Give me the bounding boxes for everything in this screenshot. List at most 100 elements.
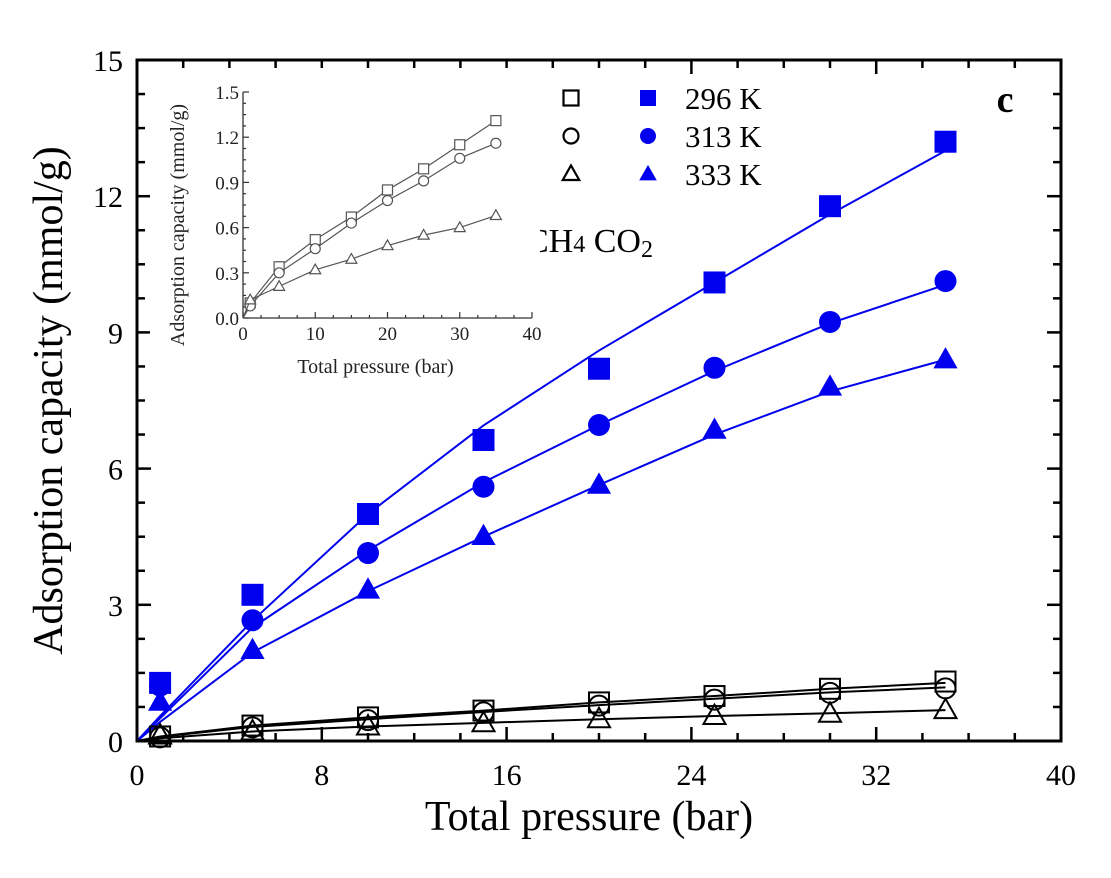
data-point (701, 702, 728, 726)
y-tick-label: 12 (93, 181, 123, 214)
data-point (147, 722, 173, 745)
inset-data-point (381, 194, 394, 207)
data-point (932, 696, 959, 720)
inset-data-point (272, 279, 286, 291)
series-co2-313k (136, 270, 957, 742)
legend-background (528, 80, 698, 196)
panel-label: c (997, 79, 1014, 121)
data-point (241, 609, 264, 632)
inset-y-tick-label: 0.3 (215, 264, 239, 285)
x-tick-label: 8 (314, 759, 329, 792)
data-point (586, 705, 612, 729)
data-point (817, 374, 843, 396)
data-point (702, 417, 727, 439)
data-point (470, 709, 497, 733)
inset-data-point (243, 293, 257, 305)
inset-y-tick-label: 1.2 (215, 128, 239, 149)
legend-marker-open (562, 89, 580, 107)
inset-data-point (380, 238, 395, 251)
series-co2-333k (136, 347, 958, 742)
inset-axes (242, 91, 533, 319)
y-tick-label: 6 (108, 454, 123, 487)
fit-line (136, 709, 946, 742)
inset-data-point (418, 175, 430, 187)
inset-x-tick-label: 0 (238, 324, 248, 345)
inset-data-point (273, 267, 285, 279)
inset-data-point (417, 228, 431, 240)
inset-y-tick-label: 0.6 (215, 219, 239, 240)
data-point (703, 356, 726, 379)
inset-data-point (454, 139, 466, 151)
ch4-subscript: 4 (573, 232, 585, 258)
data-point (241, 716, 264, 739)
inset-data-point (381, 184, 394, 196)
data-point (357, 503, 379, 525)
data-point (819, 310, 841, 333)
data-point (588, 694, 610, 717)
x-tick-label: 0 (130, 759, 145, 792)
series-ch4-333k (136, 696, 959, 745)
inset-y-tick-label: 0.0 (215, 309, 239, 330)
main-series-layer (136, 130, 959, 749)
inset-data-point (490, 137, 502, 149)
data-point (817, 700, 843, 723)
legend-gas-labels: CH4 CO2 (526, 223, 653, 263)
inset-data-point (454, 152, 466, 164)
inset-data-point (345, 217, 357, 229)
data-point (357, 542, 379, 565)
inset-series-layer (242, 115, 503, 319)
y-tick-label: 9 (108, 317, 123, 350)
legend-marker-open (560, 163, 582, 182)
data-point (934, 130, 957, 153)
data-point (471, 523, 496, 546)
inset-data-point (489, 208, 503, 221)
legend-label: 333 K (685, 157, 762, 192)
data-point (586, 472, 612, 494)
legend-label: 296 K (685, 81, 762, 116)
inset-x-tick-label: 30 (450, 324, 469, 345)
data-point (148, 689, 173, 711)
data-point (934, 670, 957, 693)
inset-x-tick-label: 10 (306, 324, 325, 345)
data-point (703, 688, 726, 711)
data-point (472, 428, 495, 451)
data-point (239, 718, 266, 741)
main-axis-ticks (135, 58, 1063, 743)
data-point (241, 583, 264, 606)
y-tick-label: 15 (93, 45, 123, 78)
inset-data-point (308, 262, 322, 275)
x-tick-label: 32 (861, 759, 891, 792)
inset-x-axis-title: Total pressure (bar) (297, 356, 453, 378)
inset-data-point (309, 243, 321, 255)
legend-marker-filled (639, 164, 657, 181)
inset-plot: 0 10 20 30 40 0.0 0.3 0.6 0.9 1.2 1.5 Total pressu… (150, 68, 542, 388)
y-tick-label: 3 (108, 590, 123, 623)
y-axis-title: Adsorption capacity (mmol/g) (26, 146, 72, 655)
x-tick-label: 16 (492, 759, 522, 792)
data-point (355, 577, 381, 599)
legend-marker-filled (640, 128, 656, 144)
data-point (933, 347, 958, 369)
inset-x-tick-label: 20 (378, 324, 397, 345)
data-point (240, 637, 265, 659)
x-tick-label: 24 (676, 759, 706, 792)
co2-subscript: 2 (641, 237, 653, 263)
data-point (588, 414, 610, 437)
inset-x-tick-label: 40 (523, 324, 542, 345)
inset-data-point (418, 163, 430, 175)
legend-label: 313 K (685, 119, 762, 154)
data-point (472, 475, 495, 498)
inset-series-triangle (242, 208, 503, 319)
x-axis-title: Total pressure (bar) (425, 794, 753, 840)
data-point (819, 195, 841, 218)
x-tick-label: 40 (1046, 759, 1076, 792)
data-point (703, 271, 726, 294)
data-point (149, 674, 172, 697)
inset-data-point (453, 220, 467, 233)
y-tick-label: 0 (108, 726, 123, 759)
inset-y-tick-label: 0.9 (215, 173, 239, 194)
data-point (357, 709, 379, 732)
